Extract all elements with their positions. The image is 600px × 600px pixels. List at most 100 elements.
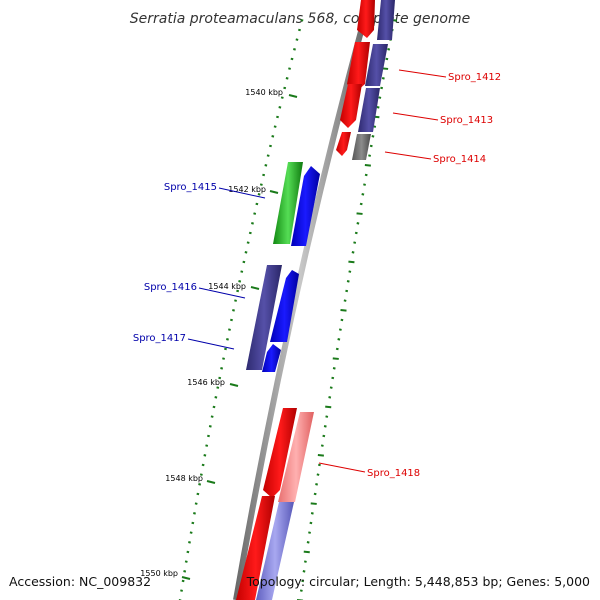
gene-label-spro-1418[interactable]: Spro_1418 (367, 468, 420, 479)
cog-feature-spro-1413[interactable] (358, 88, 380, 132)
minor-tick (332, 367, 336, 370)
minor-tick (238, 280, 242, 283)
minor-tick (295, 38, 299, 41)
minor-tick (240, 270, 244, 273)
leader-line (384, 151, 432, 160)
cog-feature-spro-1419[interactable] (256, 502, 294, 600)
minor-tick (309, 521, 313, 525)
minor-tick (244, 251, 248, 254)
minor-tick (253, 212, 257, 215)
minor-tick (364, 164, 371, 167)
cds-feature-spro-1413[interactable] (340, 84, 362, 128)
minor-tick (361, 193, 365, 196)
minor-tick (280, 96, 284, 99)
minor-tick (199, 473, 203, 476)
minor-tick (331, 376, 335, 380)
leader-line (392, 112, 439, 121)
minor-tick (191, 521, 195, 525)
cds-feature-spro-1414[interactable] (336, 132, 351, 156)
minor-tick (306, 541, 310, 544)
minor-tick (356, 222, 360, 225)
minor-tick (226, 338, 229, 341)
minor-tick (387, 48, 391, 51)
minor-tick (203, 454, 207, 457)
inner-dotted-ring (178, 19, 304, 600)
minor-tick (380, 86, 384, 90)
minor-tick (346, 280, 350, 283)
minor-tick (316, 473, 320, 476)
minor-tick (348, 270, 352, 273)
cds-feature-spro-1416[interactable] (270, 270, 299, 342)
gene-label-spro-1412[interactable]: Spro_1412 (448, 72, 501, 83)
minor-tick (320, 444, 324, 447)
minor-tick (198, 483, 202, 486)
minor-tick (328, 396, 332, 399)
cds-track (236, 0, 395, 600)
minor-tick (183, 570, 187, 573)
gene-label-spro-1414[interactable]: Spro_1414 (433, 154, 486, 165)
accession-text: Accession: NC_009832 (9, 574, 151, 589)
minor-tick (230, 318, 233, 322)
leader-line (398, 69, 447, 78)
minor-tick (310, 502, 317, 505)
minor-tick (285, 77, 289, 80)
minor-tick (308, 531, 311, 534)
minor-tick (257, 193, 261, 196)
cds-feature-spro-1411[interactable] (357, 0, 375, 38)
minor-tick (201, 463, 205, 467)
cds-feature-spro-1419[interactable] (236, 496, 275, 600)
gene-label-spro-1415[interactable]: Spro_1415 (164, 182, 217, 193)
minor-tick (224, 347, 227, 351)
minor-tick (325, 405, 332, 409)
minor-tick (322, 434, 326, 438)
minor-tick (181, 579, 185, 583)
minor-tick (189, 531, 193, 534)
cog-feature-spro-1412[interactable] (365, 44, 388, 86)
cog-feature-spro-1418[interactable] (278, 412, 314, 502)
minor-tick (193, 512, 196, 515)
minor-tick (266, 154, 270, 157)
minor-tick (288, 67, 291, 70)
tick-label-1546: 1546 kbp (187, 378, 225, 387)
minor-tick (303, 550, 310, 554)
tick-mark (206, 480, 216, 484)
minor-tick (259, 183, 263, 186)
tick-mark (269, 190, 279, 194)
minor-tick (359, 202, 363, 206)
minor-tick (340, 318, 344, 322)
minor-tick (303, 560, 307, 563)
minor-tick (301, 579, 305, 583)
minor-tick (368, 154, 372, 157)
tick-label-1542: 1542 kbp (228, 185, 266, 194)
minor-tick (271, 135, 275, 138)
minor-tick (315, 483, 319, 486)
minor-tick (248, 231, 252, 235)
cds-feature-spro-1415[interactable] (291, 166, 320, 246)
minor-tick (273, 125, 277, 128)
cds-feature-spro-1412[interactable] (347, 42, 370, 92)
minor-tick (214, 396, 218, 399)
gene-label-spro-1416[interactable]: Spro_1416 (144, 282, 197, 293)
minor-tick (351, 251, 355, 254)
minor-tick (298, 28, 301, 32)
minor-tick (293, 48, 296, 51)
minor-tick (205, 444, 209, 447)
minor-tick (234, 299, 237, 302)
cog-feature-spro-1414[interactable] (352, 134, 371, 160)
gene-label-spro-1413[interactable]: Spro_1413 (440, 115, 493, 126)
minor-tick (300, 19, 304, 22)
gene-label-spro-1417[interactable]: Spro_1417 (133, 333, 186, 344)
scale-ticks: 1540 kbp 1542 kbp 1544 kbp 1546 kbp 1548… (140, 88, 298, 580)
cog-feature-spro-1416[interactable] (246, 265, 282, 370)
minor-tick (299, 589, 303, 592)
leader-line (318, 462, 366, 473)
tick-mark (250, 286, 260, 290)
cds-feature-spro-1417[interactable] (262, 344, 281, 372)
cds-feature-spro-1418[interactable] (263, 408, 297, 498)
cog-feature-spro-1415[interactable] (273, 162, 303, 244)
map-title: Serratia proteamaculans 568, complete ge… (130, 11, 470, 27)
minor-tick (329, 386, 333, 389)
leader-line (198, 287, 246, 299)
minor-tick (218, 376, 222, 380)
cog-feature-spro-1411[interactable] (377, 0, 395, 40)
